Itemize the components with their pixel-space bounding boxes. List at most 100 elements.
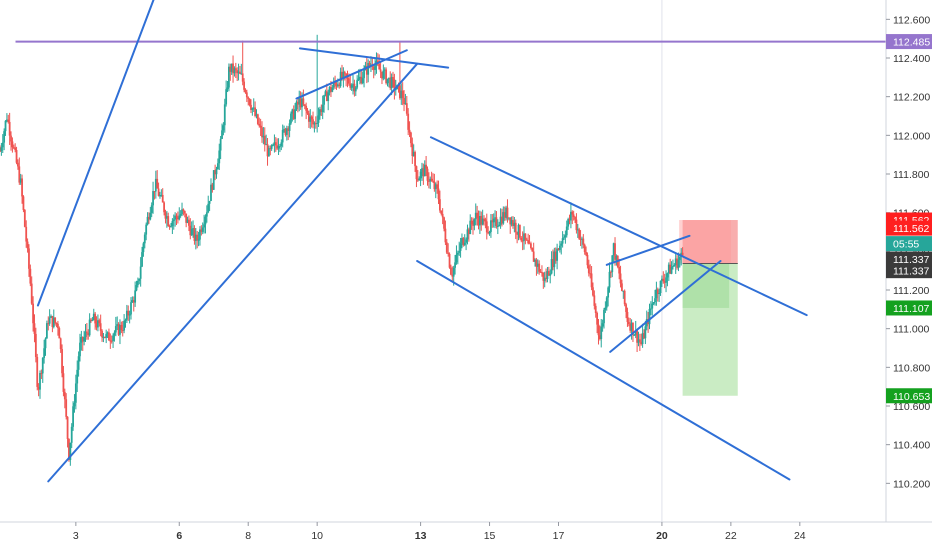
candle-body [357,78,360,81]
candle-body [416,179,419,181]
candle-body [403,97,405,104]
candle-body [600,326,603,340]
candle-body [320,109,323,113]
candle-body [287,128,290,131]
candle-body [550,259,553,274]
candle-body [662,278,665,282]
candle-body [346,77,349,79]
candle-body [652,302,655,304]
candle-body [325,91,328,102]
candle-body [230,63,233,72]
candle-body [277,146,280,149]
candle-body [255,114,258,116]
candle-body [530,243,532,248]
candle-body [434,184,437,190]
price-tick-label: 110.400 [893,440,930,452]
candle-body [425,164,428,169]
candle-body [84,331,87,338]
candle-body [458,250,461,253]
candle-body [669,264,672,274]
candle-body [598,335,601,340]
candle-body [25,226,28,242]
candle-body [40,373,43,375]
candle-body [524,233,527,240]
candle-body [418,178,421,181]
candle-body [342,71,345,79]
candle-body [386,78,389,84]
candle-body [394,89,397,91]
candle-body [159,195,161,197]
candle-body [576,229,579,231]
time-tick-label: 6 [176,530,182,542]
price-tick-label: 111.200 [893,285,930,297]
candle-body [216,163,219,170]
candle-body [45,323,48,339]
candle-body [188,219,190,226]
candle-body [615,256,618,260]
candle-body [547,271,550,276]
time-tick-label: 20 [656,530,668,542]
candle-body [116,324,119,327]
candle-body [440,210,443,214]
candle-body [459,243,462,251]
candle-body [244,89,247,93]
candle-body [623,290,626,305]
candle-body [561,238,564,244]
candle-body [654,298,656,303]
candle-body [382,70,385,79]
trendline-5 [429,136,808,317]
candle-body [310,116,313,120]
candle-body [328,87,331,93]
candle-body [210,184,212,201]
candle-body [474,212,477,220]
candle-body [501,216,503,224]
candle-body [200,229,203,232]
candle-body [74,383,77,403]
candle-body [127,310,130,316]
candle-body [426,168,429,181]
candle-body [558,245,561,251]
candle-body [121,329,124,331]
candle-body [299,98,302,108]
candle-body [353,83,356,92]
candle-body [656,289,659,294]
candle-body [476,212,479,218]
candle-body [317,115,320,123]
candle-body [454,262,456,268]
position-layer [679,220,738,396]
candle-body [110,340,113,342]
candle-body [427,180,430,182]
candle-body [412,152,415,157]
candle-body [603,309,605,324]
candle-body [509,217,512,225]
candle-body [622,290,625,292]
candle-body [114,326,117,333]
candle-body [672,266,674,268]
candle-body [120,325,123,330]
candle-body [113,332,116,336]
candle-body [636,330,638,343]
candle-body [343,71,346,74]
price-tick-label: 110.800 [893,362,930,374]
candle-body [549,273,552,276]
candle-body [108,332,110,341]
candle-body [436,184,439,189]
candle-body [309,116,312,122]
candle-body [393,79,396,90]
candle-body [58,328,61,339]
candle-body [103,336,106,338]
candle-body [556,248,559,261]
candle-body [451,274,454,277]
candle-body [12,147,15,149]
risk-zone-overlay [679,220,731,264]
candle-body [614,243,616,260]
candle-body [168,225,171,227]
candle-body [483,218,485,220]
candle-body [658,293,661,295]
candle-body [18,166,21,183]
time-tick-label: 24 [794,530,806,542]
candle-body [644,326,647,339]
candle-body [361,78,364,84]
